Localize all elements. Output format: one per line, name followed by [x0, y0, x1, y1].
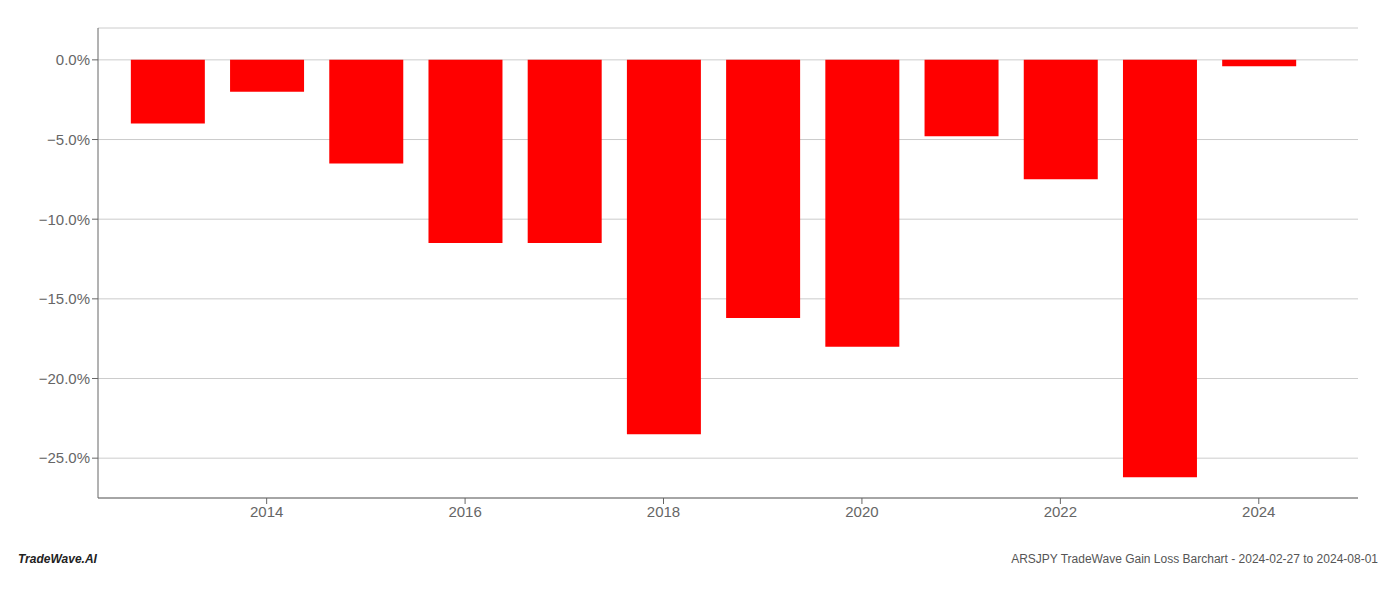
svg-text:−10.0%: −10.0% [39, 211, 90, 228]
svg-text:−20.0%: −20.0% [39, 370, 90, 387]
svg-text:2014: 2014 [250, 503, 283, 520]
svg-text:2020: 2020 [845, 503, 878, 520]
svg-text:−15.0%: −15.0% [39, 290, 90, 307]
html-text:TradeWave.AI: TradeWave.AI [18, 552, 97, 566]
svg-text:2018: 2018 [647, 503, 680, 520]
svg-text:−25.0%: −25.0% [39, 449, 90, 466]
svg-text:−5.0%: −5.0% [47, 131, 90, 148]
svg-text:0.0%: 0.0% [56, 51, 90, 68]
html-text:ARSJPY TradeWave Gain Loss Bar: ARSJPY TradeWave Gain Loss Barchart - 20… [1011, 552, 1378, 566]
svg-text:2022: 2022 [1044, 503, 1077, 520]
svg-text:2024: 2024 [1242, 503, 1275, 520]
svg-text:2016: 2016 [448, 503, 481, 520]
